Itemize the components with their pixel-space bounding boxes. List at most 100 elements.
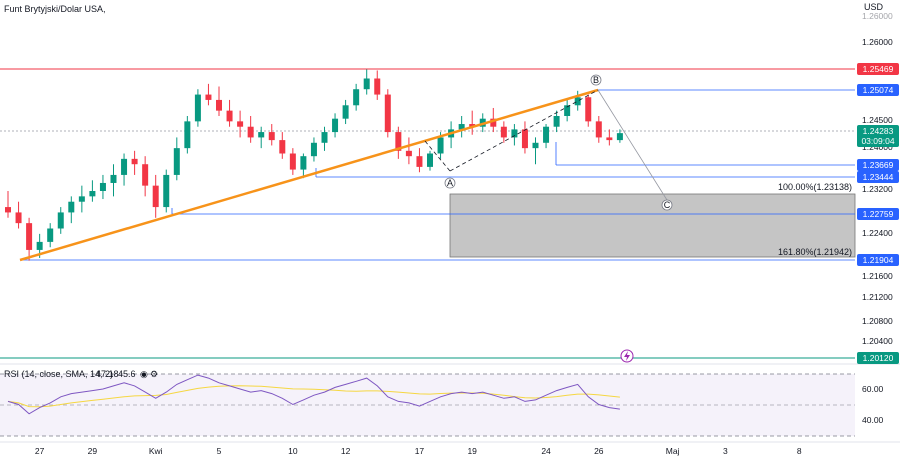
trendline-lower[interactable]	[19, 88, 599, 262]
candle-body[interactable]	[68, 201, 75, 213]
rsi-sma-line[interactable]	[7, 385, 620, 408]
rsi-tick-40: 40.00	[862, 415, 884, 425]
svg-text:1.21904: 1.21904	[863, 255, 894, 265]
current-price-tag[interactable]: 1.24283 03:09:04	[857, 125, 899, 147]
candle-body[interactable]	[47, 228, 54, 242]
svg-text:03:09:04: 03:09:04	[861, 136, 894, 146]
candle-body[interactable]	[258, 132, 265, 138]
time-tick: 12	[341, 446, 351, 456]
candle-body[interactable]	[268, 132, 275, 141]
candle-body[interactable]	[26, 223, 33, 250]
candle-body[interactable]	[205, 94, 212, 100]
candle-body[interactable]	[78, 196, 85, 202]
svg-text:B: B	[593, 75, 599, 85]
candle-body[interactable]	[532, 142, 539, 149]
candle-body[interactable]	[247, 126, 254, 138]
candle-body[interactable]	[490, 118, 497, 127]
candle-body[interactable]	[89, 191, 96, 197]
candle-body[interactable]	[585, 97, 592, 122]
lightning-icon[interactable]	[620, 349, 634, 363]
candle-body[interactable]	[500, 126, 507, 138]
abc-leg-a-dashed[interactable]	[449, 89, 599, 172]
candle-body[interactable]	[353, 89, 360, 106]
candlestick-series[interactable]	[5, 69, 623, 261]
price-tag-121904[interactable]: 1.21904	[857, 254, 899, 266]
price-tag-123669[interactable]: 1.23669	[857, 159, 899, 171]
candle-body[interactable]	[142, 164, 149, 186]
candle-body[interactable]	[374, 78, 381, 95]
candle-body[interactable]	[405, 150, 412, 157]
svg-text:1.25074: 1.25074	[863, 85, 894, 95]
price-tag-125469[interactable]: 1.25469	[857, 63, 899, 75]
price-tag-123444[interactable]: 1.23444	[857, 171, 899, 183]
candle-body[interactable]	[15, 212, 22, 224]
candle-body[interactable]	[437, 137, 444, 154]
candle-body[interactable]	[521, 129, 528, 149]
price-tag-125074[interactable]: 1.25074	[857, 84, 899, 96]
price-tick: 1.21600	[862, 271, 893, 281]
candle-body[interactable]	[416, 156, 423, 167]
candle-body[interactable]	[289, 153, 296, 170]
candle-body[interactable]	[511, 129, 518, 138]
time-tick: 19	[467, 446, 477, 456]
rsi-value-sma: 45.6	[118, 369, 136, 379]
candle-body[interactable]	[5, 207, 11, 213]
candle-body[interactable]	[300, 156, 307, 170]
candle-body[interactable]	[395, 132, 402, 151]
candle-body[interactable]	[310, 142, 317, 157]
candle-body[interactable]	[595, 121, 602, 138]
symbol-title[interactable]: Funt Brytyjski/Dolar USA,	[4, 4, 106, 14]
candle-body[interactable]	[332, 118, 339, 133]
wave-label-a[interactable]: A	[444, 177, 456, 189]
candle-body[interactable]	[131, 158, 138, 165]
rsi-line[interactable]	[7, 374, 620, 415]
candle-body[interactable]	[553, 116, 560, 127]
wave-label-c[interactable]: C	[661, 199, 673, 211]
candle-body[interactable]	[574, 97, 581, 106]
time-tick: 29	[88, 446, 98, 456]
svg-text:C: C	[664, 200, 671, 210]
candle-body[interactable]	[194, 94, 201, 122]
candle-body[interactable]	[121, 158, 128, 175]
settings-icon[interactable]: ⚙	[150, 369, 158, 379]
rsi-title[interactable]: RSI (14, close, SMA, 14, 2)	[4, 369, 113, 379]
candle-body[interactable]	[152, 185, 159, 208]
price-pane[interactable]	[0, 0, 855, 355]
candle-body[interactable]	[543, 126, 550, 143]
candle-body[interactable]	[606, 137, 613, 141]
candle-body[interactable]	[384, 94, 391, 133]
price-tag-122759[interactable]: 1.22759	[857, 208, 899, 220]
time-axis[interactable]: 27 29 Kwi 5 10 12 17 19 24 26 Maj 3 8	[35, 446, 802, 456]
candle-body[interactable]	[458, 124, 465, 130]
abc-leg-c[interactable]	[597, 89, 668, 201]
candle-body[interactable]	[57, 212, 64, 229]
candle-body[interactable]	[99, 182, 106, 191]
svg-text:A: A	[447, 178, 453, 188]
candle-body[interactable]	[363, 78, 370, 90]
candle-body[interactable]	[427, 153, 433, 167]
currency-label: USD	[864, 2, 884, 12]
candle-body[interactable]	[226, 110, 233, 122]
fib-label-100: 100.00%(1.23138)	[778, 182, 852, 192]
candle-body[interactable]	[163, 174, 170, 208]
svg-text:1.23669: 1.23669	[863, 160, 894, 170]
candle-body[interactable]	[342, 105, 349, 119]
candle-body[interactable]	[184, 121, 191, 149]
candle-body[interactable]	[237, 121, 244, 127]
time-tick: 8	[797, 446, 802, 456]
candle-body[interactable]	[564, 105, 571, 116]
price-axis[interactable]	[855, 0, 900, 457]
wave-label-b[interactable]: B	[590, 74, 602, 86]
candle-body[interactable]	[173, 148, 180, 175]
fib-target-zone[interactable]	[449, 193, 856, 258]
candle-body[interactable]	[321, 132, 328, 143]
candle-body[interactable]	[36, 241, 43, 250]
price-tag-120120[interactable]: 1.20120	[857, 352, 899, 364]
candle-body[interactable]	[216, 99, 222, 111]
candle-body[interactable]	[469, 124, 476, 127]
candle-body[interactable]	[616, 133, 623, 141]
candle-body[interactable]	[279, 140, 286, 154]
eye-icon[interactable]: ◉	[140, 369, 148, 379]
candle-body[interactable]	[110, 174, 117, 183]
